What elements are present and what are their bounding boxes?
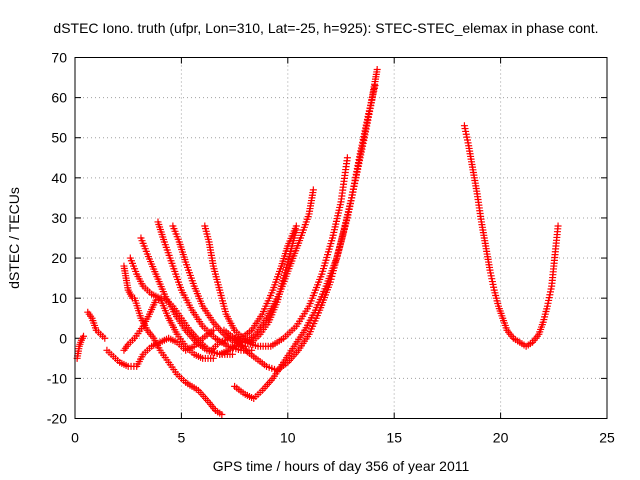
y-tick-label: -20 [47,411,67,427]
y-tick-label: 70 [51,50,67,66]
series-arc-14 [231,66,381,402]
x-tick-label: 10 [280,430,296,446]
y-tick-label: -10 [47,370,67,386]
data-point [209,354,217,362]
data-point [218,410,226,418]
data-point [228,350,236,358]
data-point [309,186,317,194]
chart-title: dSTEC Iono. truth (ufpr, Lon=310, Lat=-2… [53,20,598,36]
y-tick-label: 10 [51,290,67,306]
series-arc-5 [120,262,226,418]
y-tick-label: 60 [51,90,67,106]
y-tick-label: 50 [51,130,67,146]
data-point [80,332,88,340]
series-arc-13 [231,154,351,350]
series-arc-8 [154,218,256,354]
data-marks [73,66,562,418]
data-point [209,326,217,334]
y-tick-label: 0 [59,330,67,346]
series-arc-1 [73,332,88,362]
x-axis-label: GPS time / hours of day 356 of year 2011 [213,458,470,474]
series-arc-6 [126,254,217,362]
y-axis-label: dSTEC / TECUs [6,187,22,289]
series-arc-15 [231,82,379,374]
x-tick-label: 15 [386,430,402,446]
data-point [373,66,381,74]
y-tick-label: 20 [51,250,67,266]
data-point [554,222,562,230]
series-arc-7 [137,234,236,358]
series-arc-11 [207,222,300,354]
plot-frame [74,57,608,419]
x-tick-label: 20 [493,430,509,446]
tick-labels: 0 5 10 15 20 25 -20 -10 0 10 20 30 40 50 60 70 [47,50,615,446]
series-arc-2 [84,308,109,342]
data-point [371,82,379,90]
series-arc-16 [460,122,562,350]
y-tick-label: 40 [51,170,67,186]
data-point [343,154,351,162]
data-point [101,334,109,342]
data-point [292,222,300,230]
x-tick-label: 5 [178,430,186,446]
y-tick-label: 30 [51,210,67,226]
x-tick-label: 25 [599,430,615,446]
x-tick-label: 0 [71,430,79,446]
